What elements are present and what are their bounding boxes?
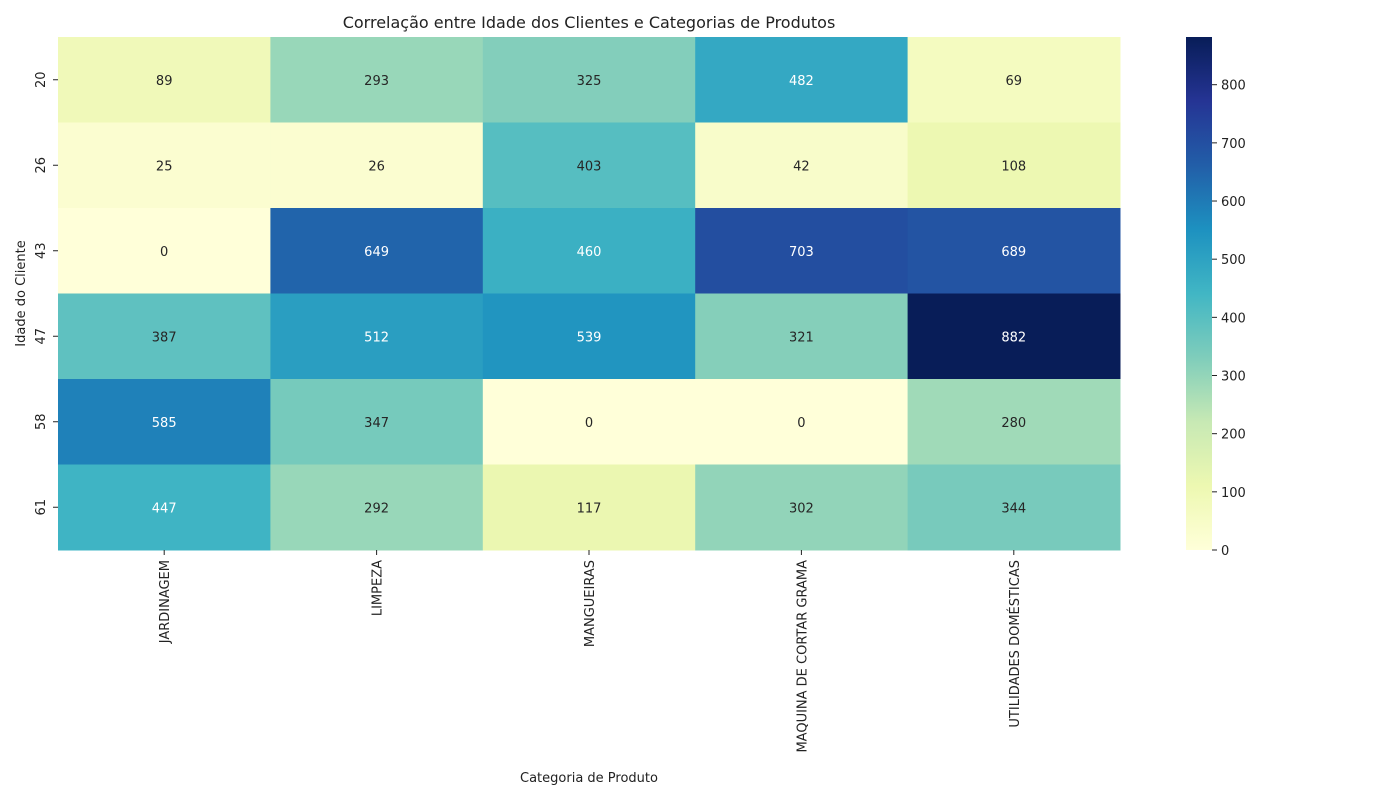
cell-value-label: 42	[793, 159, 810, 174]
heatmap-cell	[270, 208, 484, 294]
heatmap-cell	[695, 37, 909, 123]
x-tick-label: UTILIDADES DOMÉSTICAS	[1007, 560, 1023, 728]
cell-value-label: 302	[789, 501, 814, 516]
cell-value-label: 0	[160, 245, 168, 260]
y-tick-label: 61	[34, 499, 49, 516]
colorbar-tick-label: 100	[1221, 486, 1246, 501]
y-tick-label: 43	[34, 242, 49, 259]
cell-value-label: 703	[789, 245, 814, 260]
cell-value-label: 325	[577, 74, 602, 89]
heatmap-cell	[907, 37, 1121, 123]
chart-title: Correlação entre Idade dos Clientes e Ca…	[343, 13, 836, 32]
heatmap-cell	[907, 208, 1121, 294]
heatmap-cell	[58, 379, 271, 465]
heatmap-cell	[907, 464, 1121, 551]
cell-value-label: 0	[797, 416, 805, 431]
heatmap-cell	[695, 293, 909, 380]
colorbar-gradient	[1186, 37, 1212, 550]
cell-value-label: 403	[577, 159, 602, 174]
heatmap-cell	[482, 122, 696, 209]
heatmap-cell	[907, 379, 1121, 465]
cell-value-label: 482	[789, 74, 814, 89]
cell-value-label: 689	[1001, 245, 1026, 260]
heatmap-cell	[695, 464, 909, 551]
y-axis-ticks: 20 26 43 47 58 61	[34, 71, 58, 516]
heatmap-cell	[482, 464, 696, 551]
cell-value-label: 649	[364, 245, 389, 260]
cell-value-label: 117	[577, 501, 602, 516]
cell-value-label: 539	[577, 330, 602, 345]
heatmap-cell	[482, 37, 696, 123]
cell-value-label: 292	[364, 501, 389, 516]
heatmap-cell	[482, 379, 696, 465]
heatmap-cell	[695, 208, 909, 294]
heatmap-cell	[695, 379, 909, 465]
y-tick-label: 26	[34, 157, 49, 174]
cell-value-label: 108	[1001, 159, 1026, 174]
x-tick-label: MANGUEIRAS	[583, 560, 598, 647]
cell-value-label: 512	[364, 330, 389, 345]
colorbar-tick-label: 400	[1221, 311, 1246, 326]
colorbar-tick-label: 700	[1221, 137, 1246, 152]
colorbar-tick-label: 800	[1221, 79, 1246, 94]
heatmap-cell	[270, 37, 484, 123]
heatmap-cell	[58, 208, 271, 294]
x-tick-label: LIMPEZA	[371, 560, 386, 616]
x-tick-label: JARDINAGEM	[158, 560, 173, 644]
heatmap-cell	[270, 293, 484, 380]
heatmap-cell	[482, 208, 696, 294]
heatmap-cell	[270, 122, 484, 209]
cell-value-label: 26	[368, 159, 385, 174]
heatmap-cell	[907, 122, 1121, 209]
colorbar: 0 100 200 300 400 500 600 700 800	[1186, 37, 1246, 559]
x-axis-ticks: JARDINAGEM LIMPEZA MANGUEIRAS MAQUINA DE CO…	[158, 550, 1023, 753]
cell-value-label: 89	[156, 74, 173, 89]
heatmap-cell	[58, 464, 271, 551]
cell-value-label: 347	[364, 416, 389, 431]
cell-value-label: 460	[577, 245, 602, 260]
y-tick-label: 20	[34, 71, 49, 88]
heatmap-cell	[270, 379, 484, 465]
y-tick-label: 58	[34, 413, 49, 430]
y-tick-label: 47	[34, 328, 49, 345]
cell-value-label: 585	[152, 416, 177, 431]
heatmap-cell	[907, 293, 1121, 380]
cell-value-label: 293	[364, 74, 389, 89]
cell-value-label: 447	[152, 501, 177, 516]
cell-annotations: 89 293 325 482 69 25 26 403 42 108 0 649 460 703 689 38…	[152, 74, 1026, 517]
x-axis-label: Categoria de Produto	[520, 771, 658, 786]
heatmap-cell	[695, 122, 909, 209]
colorbar-tick-label: 500	[1221, 253, 1246, 268]
heatmap-cell	[58, 37, 271, 123]
colorbar-tick-label: 300	[1221, 370, 1246, 385]
heatmap-cells	[58, 37, 1121, 551]
x-tick-label: MAQUINA DE CORTAR GRAMA	[795, 560, 810, 753]
y-axis-label: Idade do Cliente	[14, 240, 29, 346]
cell-value-label: 387	[152, 330, 177, 345]
colorbar-tick-label: 0	[1221, 544, 1229, 559]
colorbar-tick-label: 600	[1221, 195, 1246, 210]
colorbar-tick-label: 200	[1221, 428, 1246, 443]
heatmap-cell	[270, 464, 484, 551]
cell-value-label: 69	[1006, 74, 1023, 89]
cell-value-label: 0	[585, 416, 593, 431]
heatmap-cell	[58, 122, 271, 209]
cell-value-label: 280	[1001, 416, 1026, 431]
cell-value-label: 882	[1001, 330, 1026, 345]
heatmap-cell	[482, 293, 696, 380]
cell-value-label: 321	[789, 330, 814, 345]
cell-value-label: 25	[156, 159, 173, 174]
heatmap-cell	[58, 293, 271, 380]
cell-value-label: 344	[1001, 501, 1026, 516]
